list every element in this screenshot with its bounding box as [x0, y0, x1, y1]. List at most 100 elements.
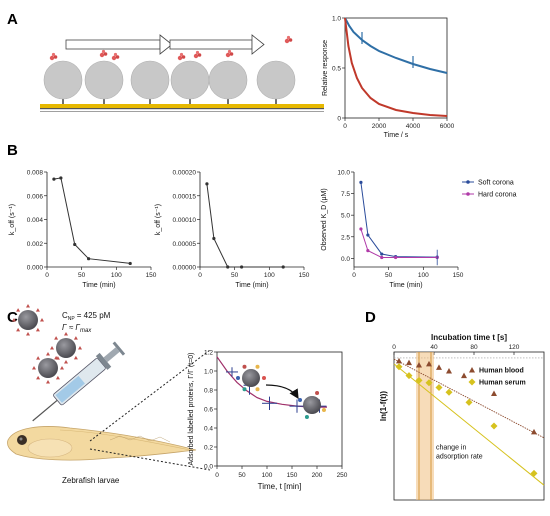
y-axis-label: k_off (s⁻¹)	[9, 204, 16, 235]
nanoparticle	[208, 60, 248, 100]
series-line	[344, 17, 448, 74]
flow-arrow-2	[169, 34, 265, 55]
annotation-line-2: adsorption rate	[436, 454, 483, 461]
x-tick-label: 50	[78, 272, 86, 279]
protein-dot	[103, 52, 108, 56]
inset-protein	[304, 414, 309, 419]
data-point	[212, 236, 216, 241]
nanoparticle-row	[43, 35, 296, 104]
corona-protein	[50, 346, 54, 350]
y-tick-label: 0.8	[204, 388, 213, 395]
corona-nanoparticle	[38, 358, 58, 378]
panel-label-c: C	[7, 309, 18, 326]
corona-nanoparticle	[18, 310, 38, 330]
conc-value: = 425 pM	[77, 311, 111, 320]
data-point-serum	[425, 379, 433, 387]
flow-arrow-1	[65, 34, 173, 55]
inset-protein	[242, 364, 247, 369]
y-axis-label: k_off (s⁻¹)	[155, 204, 162, 235]
corona-protein	[73, 336, 78, 340]
corona-protein	[16, 308, 21, 312]
data-point	[281, 265, 285, 269]
y-tick-label: 0.002	[27, 241, 44, 248]
inset-protein	[298, 397, 303, 402]
zoom-line-top	[89, 349, 211, 442]
inset-protein	[255, 364, 260, 369]
svg-text:Γ ≈ Γmax: Γ ≈ Γmax	[62, 323, 92, 334]
corona-protein	[32, 366, 36, 370]
inset-protein	[321, 408, 326, 413]
y-tick-label: 0.000	[27, 265, 44, 272]
corona-protein	[64, 360, 68, 364]
corona-protein	[46, 380, 50, 384]
syringe-icon	[32, 341, 126, 422]
inset-illustration	[236, 364, 326, 419]
x-tick-label: 120	[509, 344, 520, 351]
corona-protein	[46, 352, 50, 356]
x-tick-label: 50	[238, 472, 246, 479]
corona-nanoparticle	[56, 338, 76, 358]
x-tick-label: 100	[418, 272, 429, 279]
y-tick-label: 0	[337, 116, 341, 123]
y-tick-label: 2.5	[341, 234, 350, 241]
protein-dot	[229, 52, 234, 56]
data-point-serum	[405, 372, 413, 380]
nanoparticle	[84, 60, 124, 100]
x-axis-label: Time / s	[384, 132, 409, 139]
data-point-blood	[531, 428, 537, 435]
protein-dot	[101, 49, 106, 54]
y-tick-label: 1.0	[204, 369, 213, 376]
corona-protein	[36, 375, 41, 380]
protein-dot	[51, 52, 56, 57]
series-line	[344, 17, 448, 117]
protein-dot	[49, 55, 55, 61]
data-point	[52, 177, 56, 181]
y-tick-label: 0.2	[204, 445, 213, 452]
y-tick-label: 1.0	[332, 16, 341, 23]
y-tick-label: 7.5	[341, 191, 350, 198]
corona-protein	[35, 327, 40, 332]
panel-label-b: B	[7, 142, 18, 159]
legend-label: Human serum	[479, 380, 526, 387]
chart-b-left-koff: 0 50 100 150 0.000 0.002 0.004 0.006 0.008 Time (…	[9, 170, 157, 290]
y-tick-label: 0.6	[204, 407, 213, 414]
fit-line-serum	[393, 363, 545, 486]
x-tick-label: 0	[392, 344, 396, 351]
corona-protein	[78, 346, 82, 350]
legend-label: Soft corona	[478, 180, 514, 187]
data-point	[359, 227, 363, 231]
schematic-sensor	[40, 34, 324, 112]
x-axis-label: Time, t [min]	[258, 482, 302, 491]
data-point	[87, 257, 91, 261]
y-tick-label: 0.00005	[173, 241, 197, 248]
x-tick-label: 50	[385, 272, 393, 279]
y-tick-label: 5.0	[341, 213, 350, 220]
y-tick-label: 0.008	[27, 170, 44, 177]
series-line	[360, 182, 438, 258]
protein-dot	[53, 55, 58, 59]
corona-protein	[40, 318, 44, 322]
data-point	[73, 242, 77, 247]
y-tick-label: 0.006	[27, 193, 44, 200]
corona-protein	[12, 318, 16, 322]
data-point	[366, 233, 370, 237]
y-tick-label: 0.4	[204, 426, 213, 433]
protein-dot	[99, 52, 105, 58]
protein-dot	[286, 35, 291, 40]
x-tick-label: 0	[198, 272, 202, 279]
x-tick-label: 2000	[372, 123, 387, 130]
x-tick-label: 50	[231, 272, 239, 279]
corona-protein	[16, 327, 21, 332]
conc-symbol: C	[62, 311, 68, 320]
protein-dot	[193, 53, 199, 59]
gamma-subscript: max	[80, 328, 92, 334]
nanoparticle	[43, 60, 83, 100]
y-tick-label: 0.004	[27, 217, 44, 224]
panel-label-a: A	[7, 11, 18, 28]
rate-change-band	[416, 352, 434, 500]
legend-marker	[469, 367, 475, 373]
protein-dot	[179, 52, 184, 57]
x-tick-label: 100	[262, 472, 273, 479]
